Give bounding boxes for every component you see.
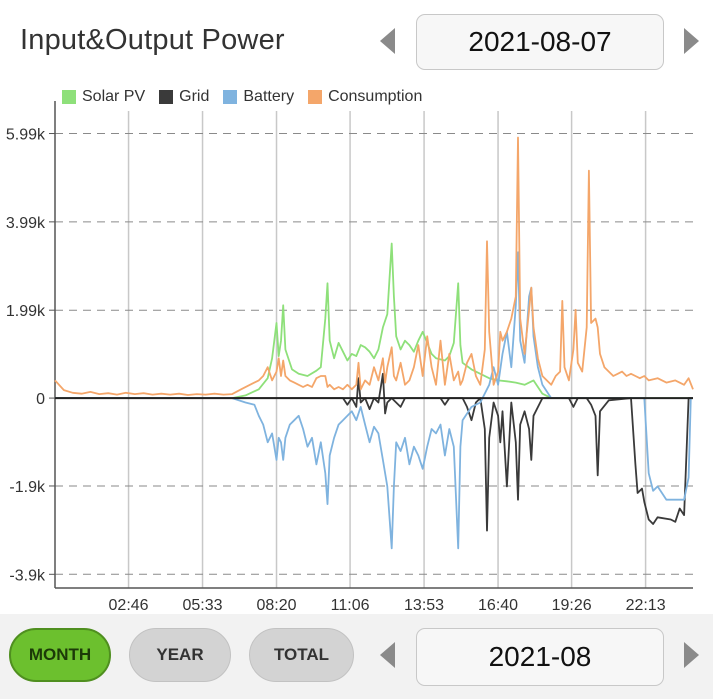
prev-date-arrow-icon[interactable] — [380, 28, 395, 54]
chart-svg: 5.99k 3.99k 1.99k 0 -1.9k -3.9k 02:46 05:33 08:2… — [6, 101, 694, 614]
tab-total[interactable]: TOTAL — [249, 628, 354, 682]
footer: MONTH YEAR TOTAL 2021-08 — [0, 614, 713, 699]
header: Input&Output Power 2021-08-07 — [0, 0, 713, 78]
x-tick-label: 16:40 — [478, 597, 518, 614]
x-tick-label: 05:33 — [183, 597, 223, 614]
tab-month[interactable]: MONTH — [9, 628, 111, 682]
prev-month-arrow-icon[interactable] — [380, 642, 395, 668]
date-selector[interactable]: 2021-08-07 — [416, 14, 664, 70]
date-value: 2021-08-07 — [468, 26, 612, 57]
legend-item: Grid — [159, 88, 209, 106]
tab-year[interactable]: YEAR — [129, 628, 231, 682]
y-tick-label: 3.99k — [6, 215, 46, 232]
legend-label: Grid — [179, 88, 210, 105]
page-title: Input&Output Power — [20, 24, 285, 56]
y-tick-label: 5.99k — [6, 127, 46, 144]
legend-swatch — [223, 90, 238, 104]
tab-month-label: MONTH — [28, 645, 92, 664]
series-line-consumption — [54, 136, 694, 396]
legend-swatch — [62, 90, 76, 104]
legend-swatch — [308, 90, 323, 104]
x-tick-label: 13:53 — [404, 597, 444, 614]
next-month-arrow-icon[interactable] — [684, 642, 699, 668]
x-tick-label: 02:46 — [109, 597, 149, 614]
legend-swatch — [159, 90, 174, 104]
legend-item: Battery — [223, 88, 294, 106]
x-tick-label: 22:13 — [626, 597, 666, 614]
legend-label: Solar PV — [82, 88, 146, 105]
legend-item: Consumption — [308, 88, 422, 106]
chart-legend: Solar PV Grid Battery Consumption — [62, 88, 422, 106]
tab-total-label: TOTAL — [273, 645, 330, 664]
month-selector[interactable]: 2021-08 — [416, 628, 664, 686]
tab-year-label: YEAR — [156, 645, 204, 664]
y-tick-label: -1.9k — [9, 479, 46, 496]
y-tick-label: -3.9k — [9, 567, 46, 584]
y-tick-label: 1.99k — [6, 303, 46, 320]
next-date-arrow-icon[interactable] — [684, 28, 699, 54]
y-tick-label: 0 — [36, 391, 45, 408]
series-line-grid — [55, 372, 693, 532]
power-chart: 5.99k 3.99k 1.99k 0 -1.9k -3.9k 02:46 05:33 08:2… — [0, 78, 713, 614]
month-value: 2021-08 — [488, 641, 592, 672]
legend-item: Solar PV — [62, 88, 145, 106]
legend-label: Consumption — [328, 88, 423, 105]
x-tick-label: 19:26 — [552, 597, 592, 614]
series-line-solar-pv — [55, 242, 693, 399]
legend-label: Battery — [243, 88, 295, 105]
x-tick-label: 11:06 — [331, 597, 370, 614]
x-tick-label: 08:20 — [257, 597, 297, 614]
